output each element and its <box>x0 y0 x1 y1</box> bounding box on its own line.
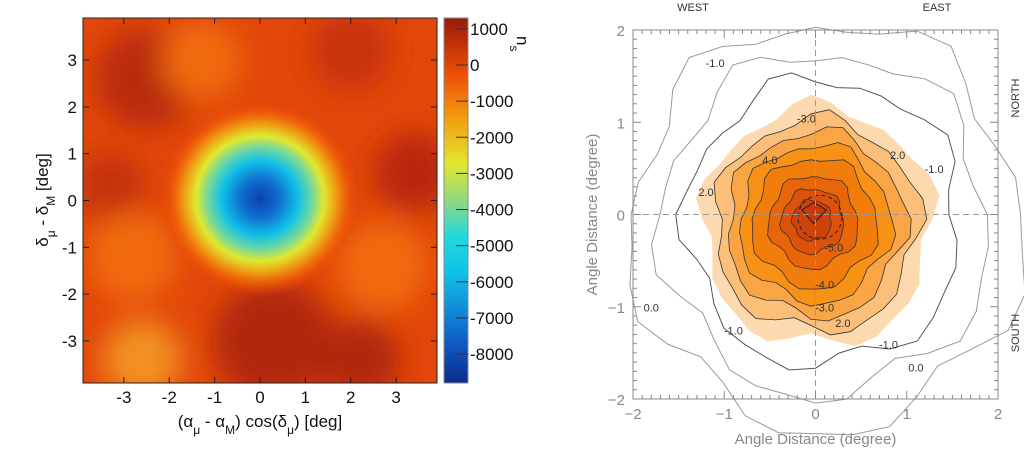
y-axis-label: δμ - δM [deg] <box>33 153 58 247</box>
x-tick-label: 0 <box>255 388 264 407</box>
contour-label: 2.0 <box>890 150 905 162</box>
colorbar-tick-label: -1000 <box>470 92 513 111</box>
y-tick-label: 2 <box>617 23 625 40</box>
colorbar-tick-label: -3000 <box>470 164 513 183</box>
label-part: ) cos(δ <box>235 412 287 431</box>
colorbar-tick-label: -5000 <box>470 237 513 256</box>
subscript: s <box>507 45 521 51</box>
colorbar-tick-label: -6000 <box>470 273 513 292</box>
heatmap-blob <box>87 211 178 302</box>
x-tick-label: -1 <box>207 388 222 407</box>
peak-contour <box>801 201 828 225</box>
colorbar-tick-label: -8000 <box>470 345 513 364</box>
colorbar-tick-label: -4000 <box>470 201 513 220</box>
label-part: ) [deg] <box>294 412 342 431</box>
x-axis-label: (αμ - αM) cos(δμ) [deg] <box>178 412 342 437</box>
x-tick-label: -3 <box>116 388 131 407</box>
heatmap-blob <box>161 20 241 101</box>
y-tick-label: -2 <box>62 285 77 304</box>
y-tick-label: 2 <box>68 98 77 117</box>
y-tick-label: −1 <box>608 300 625 317</box>
x-tick-label: 3 <box>391 388 400 407</box>
corner-label-east: EAST <box>923 2 952 14</box>
contour-label: 2.0 <box>698 187 713 199</box>
contour-label: -1.0 <box>724 325 743 337</box>
contour-label: -3.0 <box>815 302 834 314</box>
colorbar <box>443 17 469 384</box>
x-tick-label: 0 <box>811 406 819 423</box>
label-part: - α <box>200 412 225 431</box>
heatmap-blob <box>374 132 437 213</box>
subscript: M <box>44 196 58 206</box>
contour-label: -4.0 <box>815 279 834 291</box>
x-tick-label: −1 <box>716 406 733 423</box>
colorbar-tick-label: -7000 <box>470 309 513 328</box>
y-tick-label: 0 <box>617 208 625 225</box>
contour-label: 4.0 <box>762 155 777 167</box>
colorbar-tick-label: 1000 <box>470 20 508 39</box>
y-tick-label: 3 <box>68 51 77 70</box>
heatmap-blob <box>319 319 400 383</box>
heatmap-blob <box>213 280 334 383</box>
x-tick-label: -2 <box>162 388 177 407</box>
contour-line <box>629 26 1024 436</box>
contour-label: 2.0 <box>835 318 850 330</box>
contour-label: 0.0 <box>644 302 659 314</box>
right-contour: -3.02.0-1.04.02.0-5.0-4.0-3.02.0-1.0-1.0… <box>584 2 1024 448</box>
y-tick-label: −2 <box>608 392 625 409</box>
x-tick-label: −2 <box>624 406 641 423</box>
subscript: μ <box>193 423 200 437</box>
x-tick-label: 2 <box>994 406 1002 423</box>
colorbar-tick-label: 0 <box>470 56 479 75</box>
contour-label: -3.0 <box>797 113 816 125</box>
label-part: [deg] <box>33 153 52 196</box>
label-part: n <box>513 36 532 45</box>
x-tick-label: 1 <box>301 388 310 407</box>
y-tick-label: 1 <box>617 115 625 132</box>
label-part: δ <box>33 237 52 246</box>
subscript: M <box>225 423 235 437</box>
subscript: μ <box>287 423 294 437</box>
contour-label: 0.0 <box>908 362 923 374</box>
y-tick-label: 0 <box>68 192 77 211</box>
heatmap-blobs <box>83 18 437 383</box>
heatmap-blob <box>102 319 182 383</box>
x-tick-label: 1 <box>903 406 911 423</box>
y-tick-label: -1 <box>62 238 77 257</box>
contour-label: -1.0 <box>706 58 725 70</box>
label-part: (α <box>178 412 194 431</box>
contour-label: -5.0 <box>824 242 843 254</box>
contour-line <box>650 56 989 404</box>
colorbar-label: ns <box>507 36 532 51</box>
heatmap-blob <box>310 18 391 91</box>
side-label-south: SOUTH <box>1010 314 1022 353</box>
heatmap-blob <box>337 221 428 312</box>
corner-label-west: WEST <box>677 2 709 14</box>
x-axis-label: Angle Distance (degree) <box>735 431 897 448</box>
colorbar-tick-label: -2000 <box>470 128 513 147</box>
dashed-contour <box>797 194 843 240</box>
y-tick-label: -3 <box>62 332 77 351</box>
heatmap-minimum <box>160 100 360 297</box>
heatmap-field <box>83 18 437 383</box>
contour-label: -1.0 <box>879 339 898 351</box>
y-tick-label: 1 <box>68 145 77 164</box>
contour-label: -1.0 <box>925 164 944 176</box>
side-label-north: NORTH <box>1010 78 1022 117</box>
y-axis-label: Angle Distance (degree) <box>584 134 601 296</box>
label-part: - δ <box>33 206 52 231</box>
x-tick-label: 2 <box>346 388 355 407</box>
heatmap-blob <box>83 151 146 222</box>
subscript: μ <box>44 230 58 237</box>
